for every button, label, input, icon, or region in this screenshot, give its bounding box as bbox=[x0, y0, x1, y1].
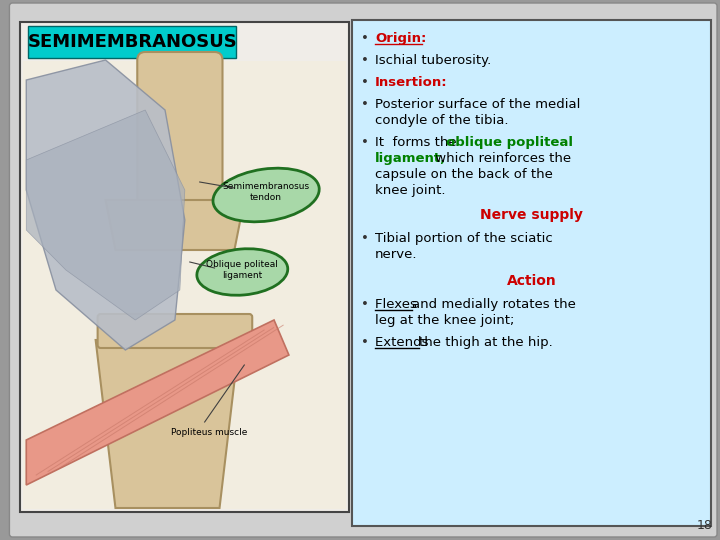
FancyBboxPatch shape bbox=[138, 52, 222, 208]
Text: Posterior surface of the medial: Posterior surface of the medial bbox=[375, 98, 580, 111]
FancyBboxPatch shape bbox=[23, 61, 346, 509]
Text: •: • bbox=[361, 232, 369, 245]
Text: nerve.: nerve. bbox=[375, 248, 418, 261]
Text: Popliteus muscle: Popliteus muscle bbox=[171, 428, 248, 437]
Text: •: • bbox=[361, 298, 369, 311]
Text: Semimembranosus
tendon: Semimembranosus tendon bbox=[222, 183, 310, 202]
FancyBboxPatch shape bbox=[28, 26, 236, 58]
Text: oblique popliteal: oblique popliteal bbox=[446, 136, 573, 149]
Text: Ischial tuberosity.: Ischial tuberosity. bbox=[375, 54, 491, 67]
Ellipse shape bbox=[197, 249, 288, 295]
Text: •: • bbox=[361, 136, 369, 149]
Text: capsule on the back of the: capsule on the back of the bbox=[375, 168, 553, 181]
Text: SEMIMEMBRANOSUS: SEMIMEMBRANOSUS bbox=[27, 33, 237, 51]
FancyBboxPatch shape bbox=[9, 3, 717, 537]
Text: Oblique politeal
ligament: Oblique politeal ligament bbox=[207, 260, 278, 280]
Text: •: • bbox=[361, 336, 369, 349]
Text: ligament,: ligament, bbox=[375, 152, 446, 165]
Text: Extends: Extends bbox=[375, 336, 433, 349]
Text: •: • bbox=[361, 54, 369, 67]
Text: •: • bbox=[361, 32, 369, 45]
Text: condyle of the tibia.: condyle of the tibia. bbox=[375, 114, 508, 127]
Polygon shape bbox=[96, 340, 239, 508]
Text: Tibial portion of the sciatic: Tibial portion of the sciatic bbox=[375, 232, 553, 245]
Text: knee joint.: knee joint. bbox=[375, 184, 446, 197]
Text: the thigh at the hip.: the thigh at the hip. bbox=[419, 336, 552, 349]
Text: Flexes: Flexes bbox=[375, 298, 421, 311]
Text: It  forms the: It forms the bbox=[375, 136, 461, 149]
FancyBboxPatch shape bbox=[98, 314, 252, 348]
Polygon shape bbox=[26, 320, 289, 485]
FancyBboxPatch shape bbox=[20, 22, 349, 512]
Text: Nerve supply: Nerve supply bbox=[480, 208, 583, 222]
Text: •: • bbox=[361, 76, 369, 89]
Text: Insertion:: Insertion: bbox=[375, 76, 448, 89]
Polygon shape bbox=[26, 110, 185, 320]
Text: which reinforces the: which reinforces the bbox=[431, 152, 571, 165]
Text: •: • bbox=[361, 98, 369, 111]
Text: leg at the knee joint;: leg at the knee joint; bbox=[375, 314, 515, 327]
Polygon shape bbox=[26, 60, 185, 350]
FancyBboxPatch shape bbox=[352, 20, 711, 526]
Text: Action: Action bbox=[507, 274, 557, 288]
Ellipse shape bbox=[213, 168, 319, 222]
Polygon shape bbox=[106, 200, 244, 250]
Text: Origin:: Origin: bbox=[375, 32, 426, 45]
Text: 18: 18 bbox=[696, 519, 712, 532]
Text: and medially rotates the: and medially rotates the bbox=[412, 298, 576, 311]
